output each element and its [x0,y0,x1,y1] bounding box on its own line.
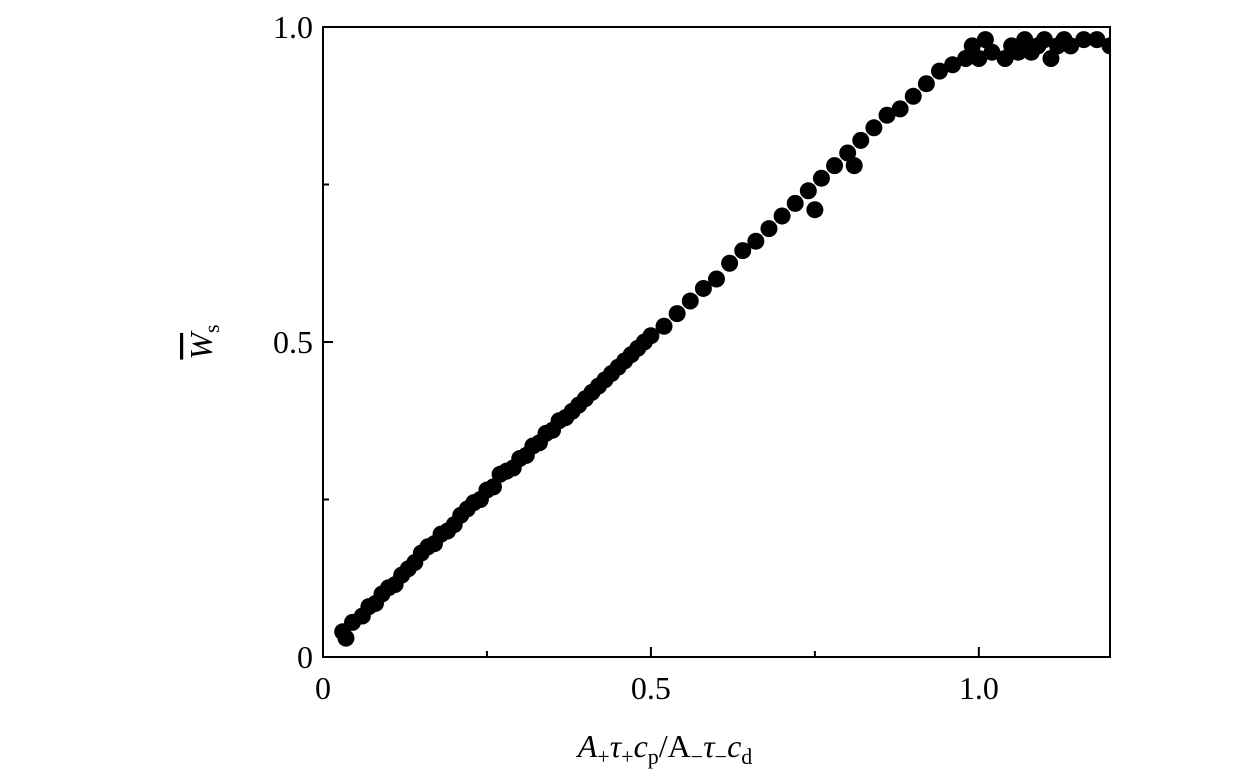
label-text: τ [610,728,623,764]
point [904,87,922,105]
point [721,254,739,272]
point [865,119,883,137]
x-tick-label: 1.0 [959,670,999,706]
point [917,75,935,93]
point [1035,31,1053,49]
label-subscript: − [691,744,703,769]
label-text: /A [659,728,691,764]
y-tick-label: 1.0 [273,9,313,45]
label-text: τ [703,728,716,764]
point [930,62,948,80]
y-axis-label: Ws [183,324,224,359]
point [963,37,981,55]
point [1009,43,1027,61]
point [485,478,503,496]
point [845,157,863,175]
point [983,43,1001,61]
point [1016,31,1034,49]
x-tick-label: 0 [315,670,331,706]
x-tick-label: 0.5 [631,670,671,706]
point [1088,31,1106,49]
label-text: W [183,330,219,360]
point [747,232,765,250]
point [668,305,686,323]
y-tick-label: 0.5 [273,324,313,360]
point [852,131,870,149]
point [957,50,975,67]
label-subscript: p [648,744,659,769]
point [773,207,791,225]
point [1042,50,1060,67]
point [694,279,712,297]
label-subscript: + [597,744,609,769]
point [944,56,962,74]
label-subscript: + [621,744,633,769]
label-subscript: s [199,324,224,333]
point [337,629,355,647]
point [786,194,804,212]
point [891,100,909,118]
point [655,317,673,335]
point [708,270,725,288]
point [1075,31,1093,49]
point [976,31,994,49]
label-text: c [727,728,741,764]
plot-frame [322,26,1111,658]
label-subscript: − [715,744,727,769]
point [812,169,830,187]
point [826,157,844,175]
points [334,31,1111,647]
label-subscript: d [741,744,752,769]
point [878,106,896,124]
label-text: A [576,728,598,764]
point [806,201,824,219]
point [760,220,778,238]
point [681,292,699,310]
point [799,182,817,200]
point [734,242,752,260]
point [970,50,988,67]
point [642,327,660,345]
label-text: c [634,728,648,764]
point [1101,37,1111,55]
point [839,144,857,162]
x-axis-label: A+τ+cp/A−τ−cd [576,728,753,769]
point [996,50,1014,67]
y-tick-label: 0 [297,639,313,675]
point [1062,37,1080,55]
